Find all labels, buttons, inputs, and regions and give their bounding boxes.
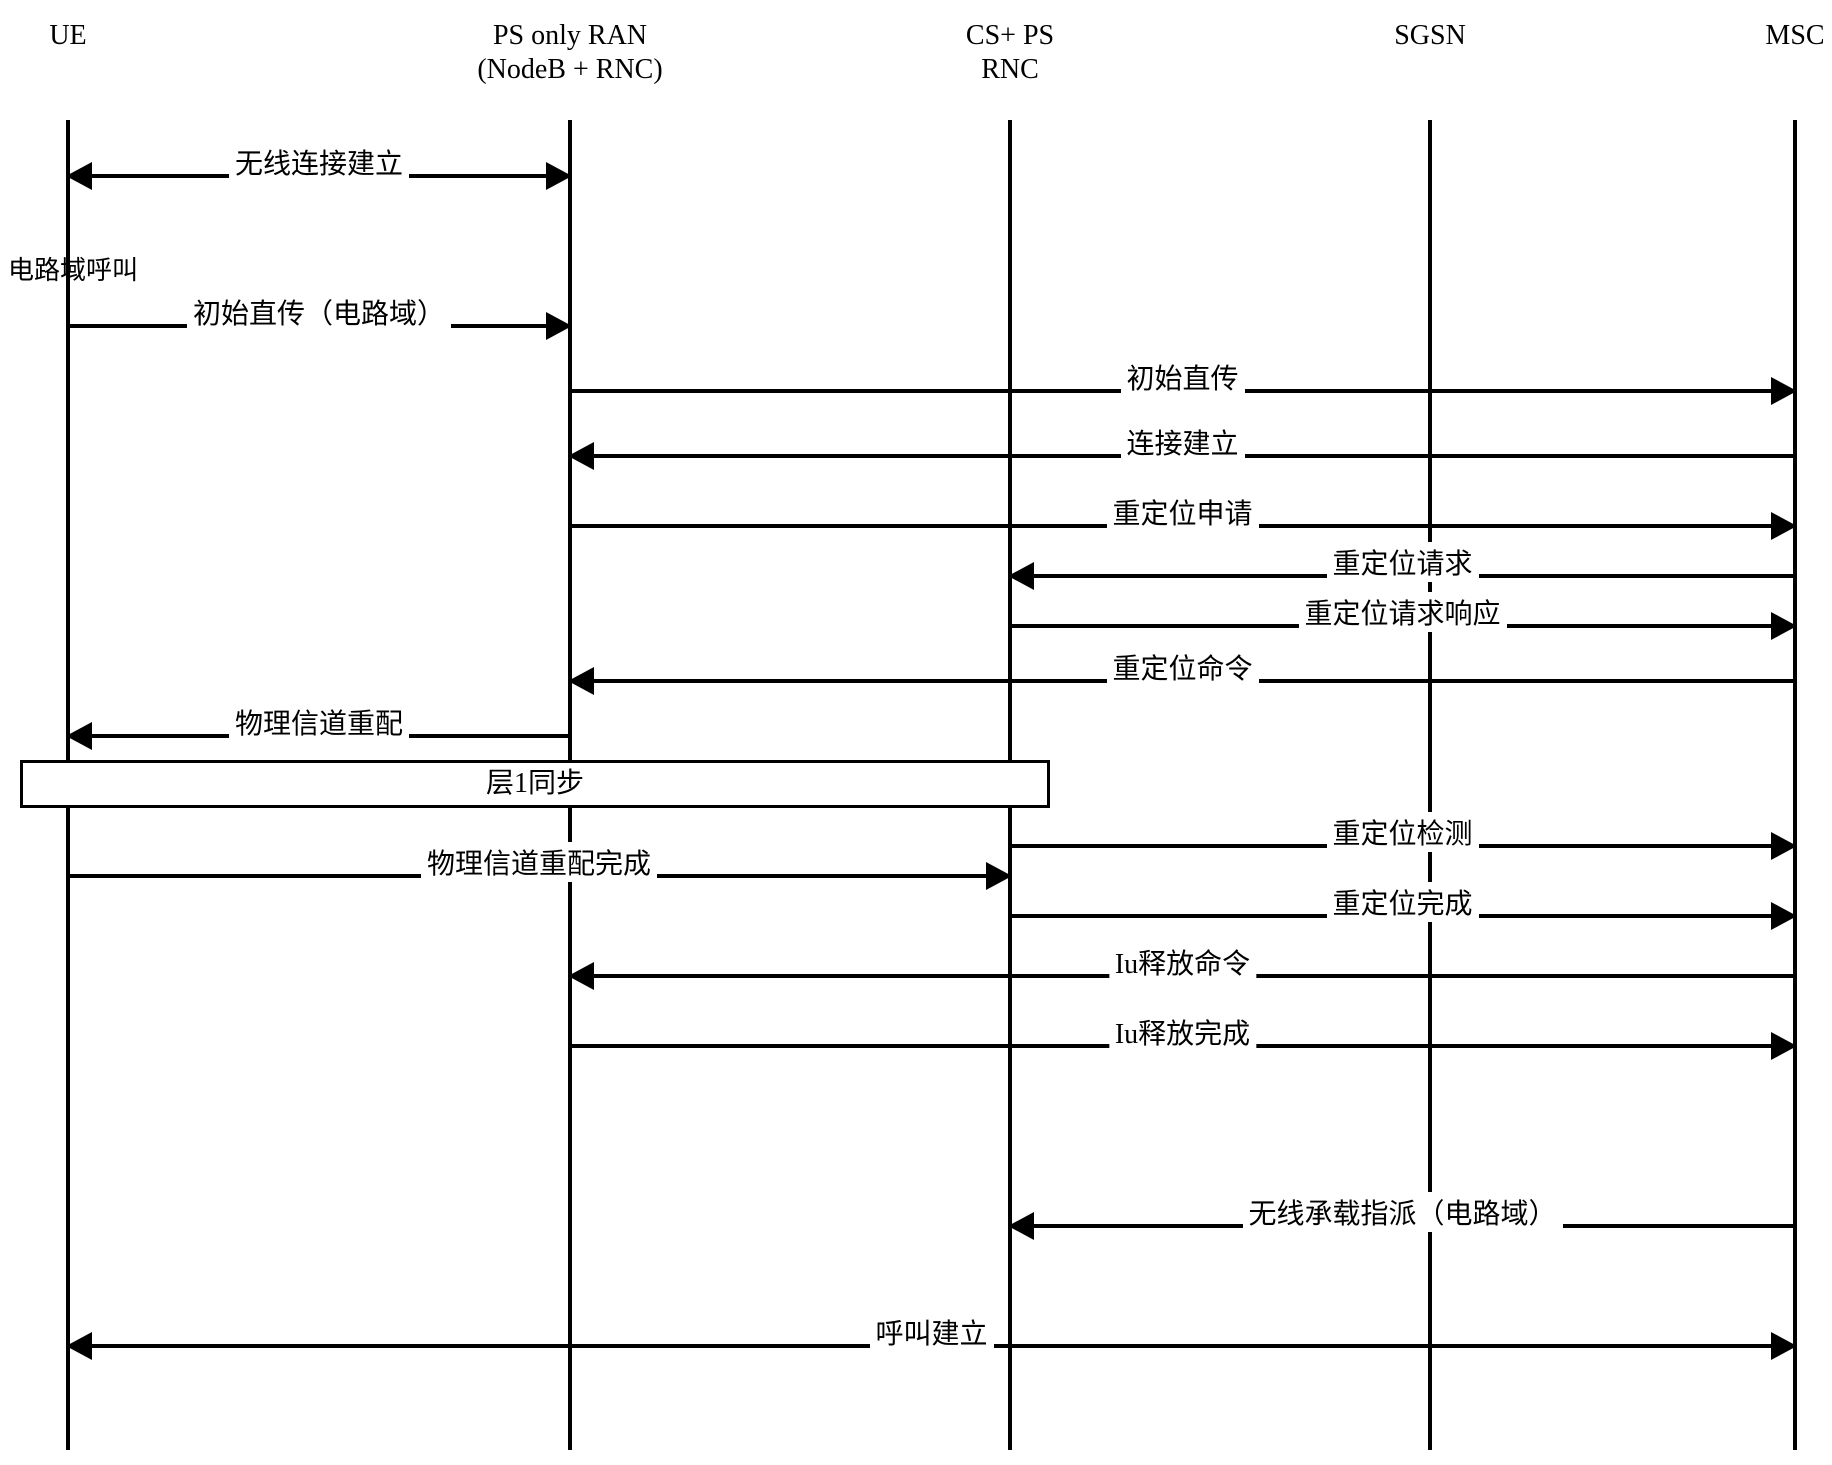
arrow-right-icon: [1771, 377, 1797, 405]
message-label: Iu释放完成: [1109, 1012, 1256, 1052]
arrow-left-icon: [66, 162, 92, 190]
message-7: 重定位命令: [570, 665, 1795, 697]
message-label: 初始直传（电路域）: [187, 292, 451, 332]
message-label: 连接建立: [1120, 422, 1244, 462]
message-15: 呼叫建立: [68, 1330, 1795, 1362]
message-1: 初始直传（电路域）: [68, 310, 570, 342]
message-label: 呼叫建立: [869, 1312, 993, 1352]
arrow-left-icon: [568, 667, 594, 695]
lifeline-sgsn: [1428, 120, 1432, 1450]
message-12: Iu释放命令: [570, 960, 1795, 992]
actor-label-csps-1: RNC: [981, 54, 1039, 86]
message-2: 初始直传: [570, 375, 1795, 407]
message-10: 物理信道重配完成: [68, 860, 1010, 892]
arrow-right-icon: [1771, 612, 1797, 640]
actor-label-msc: MSC: [1765, 20, 1824, 52]
arrow-left-icon: [66, 722, 92, 750]
actor-label-psran-1: (NodeB + RNC): [477, 54, 662, 86]
sync-box: 层1同步: [20, 760, 1050, 808]
message-label: 物理信道重配完成: [421, 842, 657, 882]
actor-label-psran-0: PS only RAN: [493, 20, 647, 52]
message-label: 重定位请求响应: [1298, 592, 1506, 632]
arrow-left-icon: [1008, 562, 1034, 590]
message-6: 重定位请求响应: [1010, 610, 1795, 642]
message-label: 初始直传: [1120, 357, 1244, 397]
message-9: 重定位检测: [1010, 830, 1795, 862]
lifeline-msc: [1793, 120, 1797, 1450]
message-label: 重定位申请: [1106, 492, 1258, 532]
message-label: 重定位检测: [1326, 812, 1478, 852]
message-label: 物理信道重配: [229, 702, 409, 742]
message-8: 物理信道重配: [68, 720, 570, 752]
arrow-right-icon: [1771, 902, 1797, 930]
arrow-right-icon: [1771, 1332, 1797, 1360]
arrow-left-icon: [1008, 1212, 1034, 1240]
message-label: 重定位完成: [1326, 882, 1478, 922]
message-3: 连接建立: [570, 440, 1795, 472]
arrow-left-icon: [66, 1332, 92, 1360]
message-5: 重定位请求: [1010, 560, 1795, 592]
message-label: 重定位请求: [1326, 542, 1478, 582]
message-label: 无线连接建立: [229, 142, 409, 182]
arrow-right-icon: [546, 162, 572, 190]
message-0: 无线连接建立: [68, 160, 570, 192]
arrow-left-icon: [568, 962, 594, 990]
message-4: 重定位申请: [570, 510, 1795, 542]
message-11: 重定位完成: [1010, 900, 1795, 932]
message-13: Iu释放完成: [570, 1030, 1795, 1062]
actor-label-ue: UE: [49, 20, 86, 52]
arrow-left-icon: [568, 442, 594, 470]
message-label: 无线承载指派（电路域）: [1242, 1192, 1562, 1232]
arrow-right-icon: [1771, 512, 1797, 540]
arrow-right-icon: [546, 312, 572, 340]
message-label: Iu释放命令: [1109, 942, 1256, 982]
arrow-right-icon: [986, 862, 1012, 890]
actor-label-csps-0: CS+ PS: [966, 20, 1054, 52]
actor-label-sgsn: SGSN: [1394, 20, 1466, 52]
arrow-right-icon: [1771, 1032, 1797, 1060]
arrow-right-icon: [1771, 832, 1797, 860]
message-14: 无线承载指派（电路域）: [1010, 1210, 1795, 1242]
message-label: 重定位命令: [1106, 647, 1258, 687]
self-note: 电路域呼叫: [8, 250, 138, 287]
